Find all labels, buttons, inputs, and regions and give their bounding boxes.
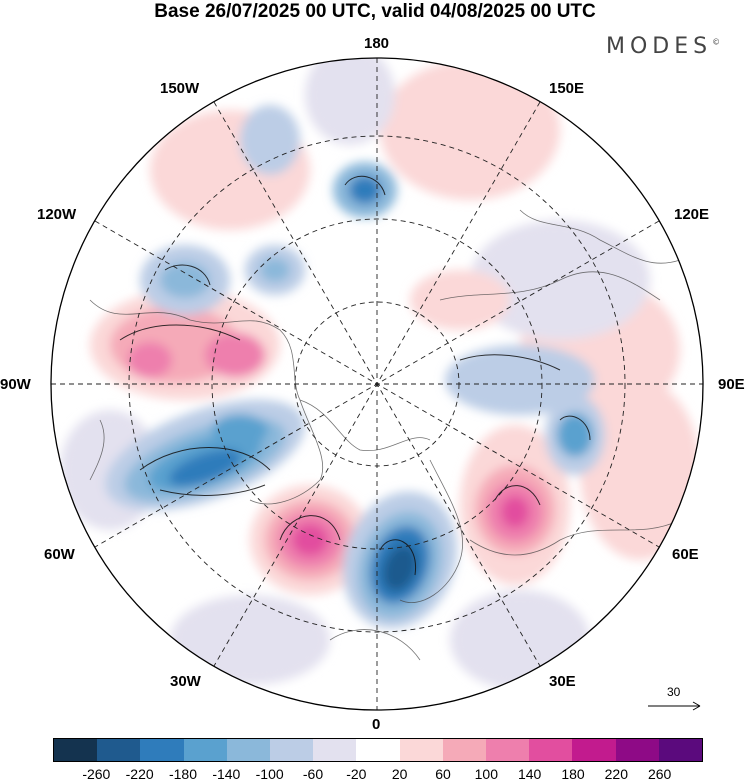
colorbar-tick-label: 100 [474,766,499,782]
colorbar-swatch [313,739,357,761]
label-180: 180 [364,35,390,52]
colorbar-tick-label: -20 [346,766,367,782]
label-90w: 90W [0,376,31,393]
colorbar-swatch [97,739,141,761]
colorbar-swatch [356,739,400,761]
colorbar-swatch [54,739,98,761]
colorbar-swatch [140,739,184,761]
label-0: 0 [372,716,381,733]
colorbar-tick-label: -260 [82,766,111,782]
colorbar [53,738,703,762]
label-120w: 120W [37,206,77,223]
label-60e: 60E [672,546,699,563]
label-90e: 90E [718,376,745,393]
label-150e: 150E [549,80,585,97]
colorbar-tick-label: 180 [561,766,585,782]
colorbar-swatch [486,739,530,761]
colorbar-tick-label: -100 [255,766,284,782]
map-title: Base 26/07/2025 00 UTC, valid 04/08/2025… [154,1,596,22]
vector-scale-label: 30 [667,685,681,699]
anomaly-field [51,58,703,710]
colorbar-swatch [615,739,659,761]
label-30e: 30E [549,673,576,690]
colorbar-tick-label: -180 [168,766,198,782]
map-boundary [50,57,704,711]
copyright-mark: © [712,37,721,47]
colorbar-swatch [442,739,487,761]
colorbar-swatch [183,739,227,761]
vector-scale-arrow [648,701,701,711]
colorbar-swatch [399,739,443,761]
colorbar-tick-label: 220 [604,766,629,782]
label-120e: 120E [674,206,710,223]
colorbar-tick-label: 140 [517,766,542,782]
label-30w: 30W [170,673,201,690]
colorbar-tick-label: 60 [435,766,451,782]
colorbar-tick-label: -140 [212,766,241,782]
colorbar-swatch [529,739,573,761]
modes-logo: MODES© [606,34,720,59]
brand-text: MODES [606,34,713,59]
colorbar-tick-label: -60 [302,766,324,782]
label-150w: 150W [160,80,200,97]
colorbar-swatch [226,739,271,761]
colorbar-swatch [572,739,616,761]
colorbar-swatch [270,739,314,761]
colorbar-swatch [658,739,703,761]
colorbar-tick-label: -220 [125,766,154,782]
label-60w: 60W [44,546,75,563]
colorbar-tick-label: 260 [647,766,672,782]
colorbar-tick-label: 20 [391,766,408,782]
